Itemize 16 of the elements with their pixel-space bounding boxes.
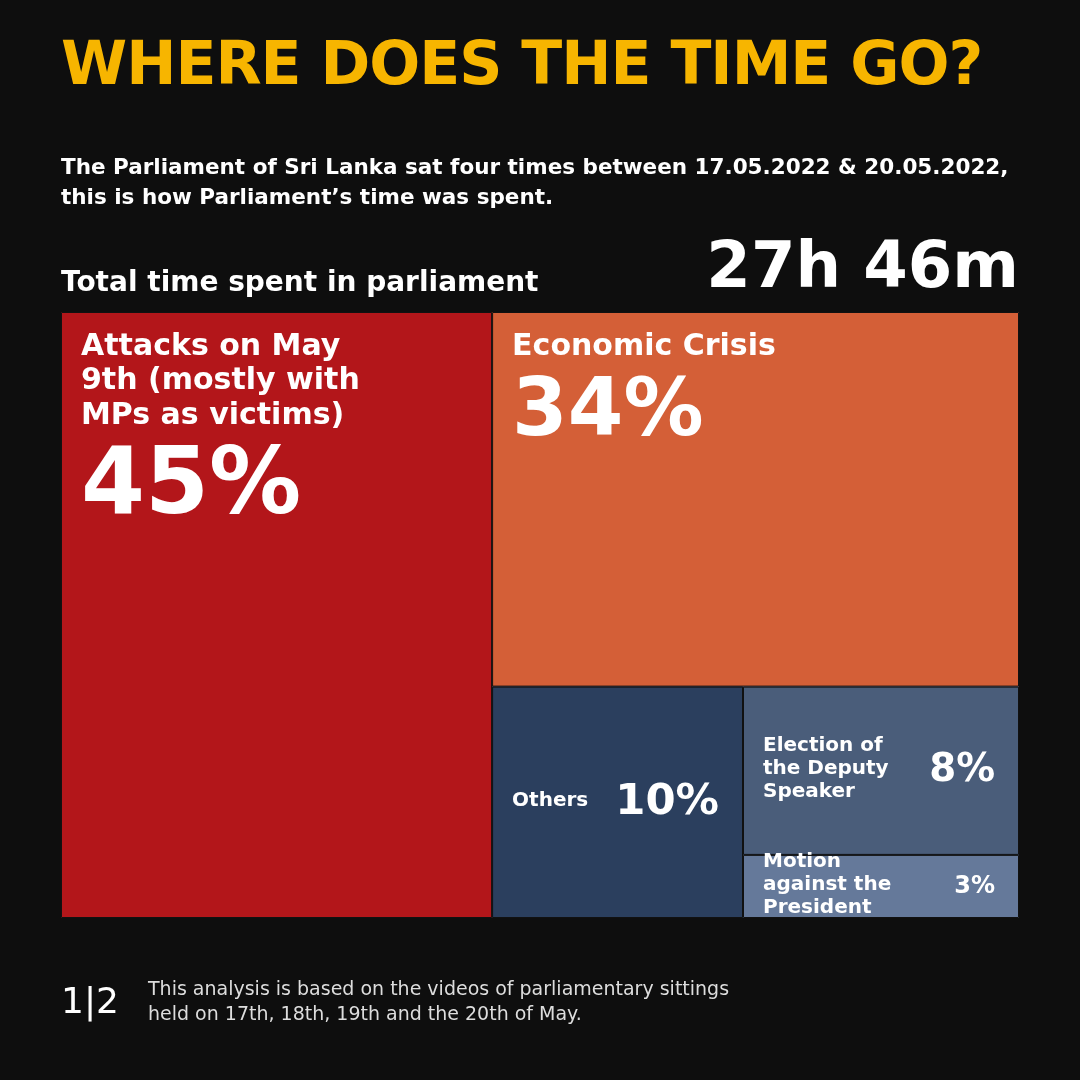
text: Total time spent in parliament xyxy=(61,265,539,298)
data-label: 8% xyxy=(929,744,995,790)
data-label: 34% xyxy=(512,361,704,455)
data-label: 3% xyxy=(954,870,995,899)
text: The Parliament of Sri Lanka sat four times between 17.05.2022 & 20.05.2022, this is how Parliament’s time was spent. xyxy=(61,153,1010,212)
data-label: 45% xyxy=(81,428,302,536)
text: WHERE DOES THE TIME GO? xyxy=(61,28,983,98)
data-label: 10% xyxy=(615,773,719,824)
text: 1|2 xyxy=(61,980,119,1021)
category-label: Others xyxy=(512,787,589,812)
category-label: Economic Crisis xyxy=(512,326,776,362)
text: This analysis is based on the videos of parliamentary sittings held on 17th, 18th, 19th and the 20th of May. xyxy=(148,976,731,1026)
category-label: Attacks on May 9th (mostly with MPs as victims) xyxy=(81,326,360,431)
category-label: Motion against the President xyxy=(763,848,892,919)
text: 27h 46m xyxy=(706,228,1019,302)
category-label: Election of the Deputy Speaker xyxy=(763,732,889,803)
